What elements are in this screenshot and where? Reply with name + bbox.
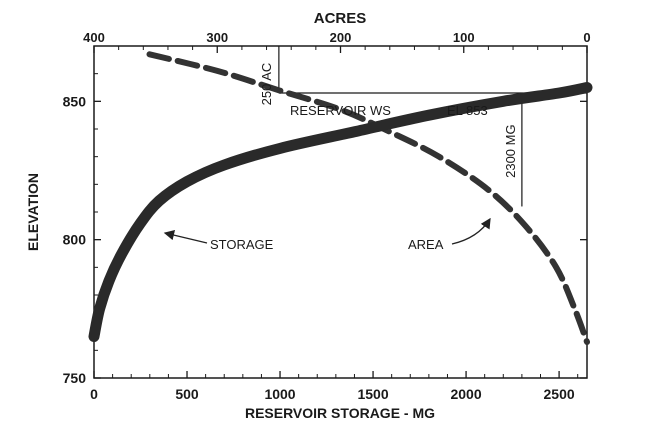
top-tick-label: 200 — [330, 30, 352, 45]
reservoir-ws-label: RESERVOIR WS — [290, 103, 391, 118]
y-axis-ticks: 750 800 850 — [63, 73, 587, 386]
top-axis-title: ACRES — [314, 10, 367, 27]
area-pointer-arrow — [451, 217, 491, 245]
top-axis-ticks: 400 300 200 100 0 — [83, 30, 591, 53]
y-tick-label: 800 — [63, 232, 87, 248]
y-tick-label: 750 — [63, 370, 87, 386]
x-tick-label: 500 — [175, 386, 199, 402]
storage-pointer-arrow — [163, 230, 208, 244]
x-tick-label: 0 — [90, 386, 98, 402]
y-axis-title: ELEVATION — [25, 173, 41, 251]
area-series-label: AREA — [408, 237, 444, 252]
top-tick-label: 300 — [206, 30, 228, 45]
storage-series-label: STORAGE — [210, 237, 274, 252]
x-axis-title: RESERVOIR STORAGE - MG — [245, 405, 435, 421]
storage-series-line — [88, 82, 593, 342]
top-tick-label: 0 — [583, 30, 590, 45]
y-tick-label: 850 — [63, 93, 87, 109]
x-tick-label: 2000 — [450, 386, 481, 402]
top-tick-label: 400 — [83, 30, 105, 45]
area-series-line — [146, 51, 590, 345]
storage-annotation-label: 2300 MG — [503, 124, 518, 177]
x-tick-label: 1500 — [357, 386, 388, 402]
top-tick-label: 100 — [453, 30, 475, 45]
area-annotation-label: 250 AC — [259, 63, 274, 106]
x-tick-label: 2500 — [544, 386, 575, 402]
x-tick-label: 1000 — [264, 386, 295, 402]
elevation-label: EL 853 — [447, 103, 488, 118]
x-axis-ticks: 0 500 1000 1500 2000 2500 — [90, 371, 579, 402]
